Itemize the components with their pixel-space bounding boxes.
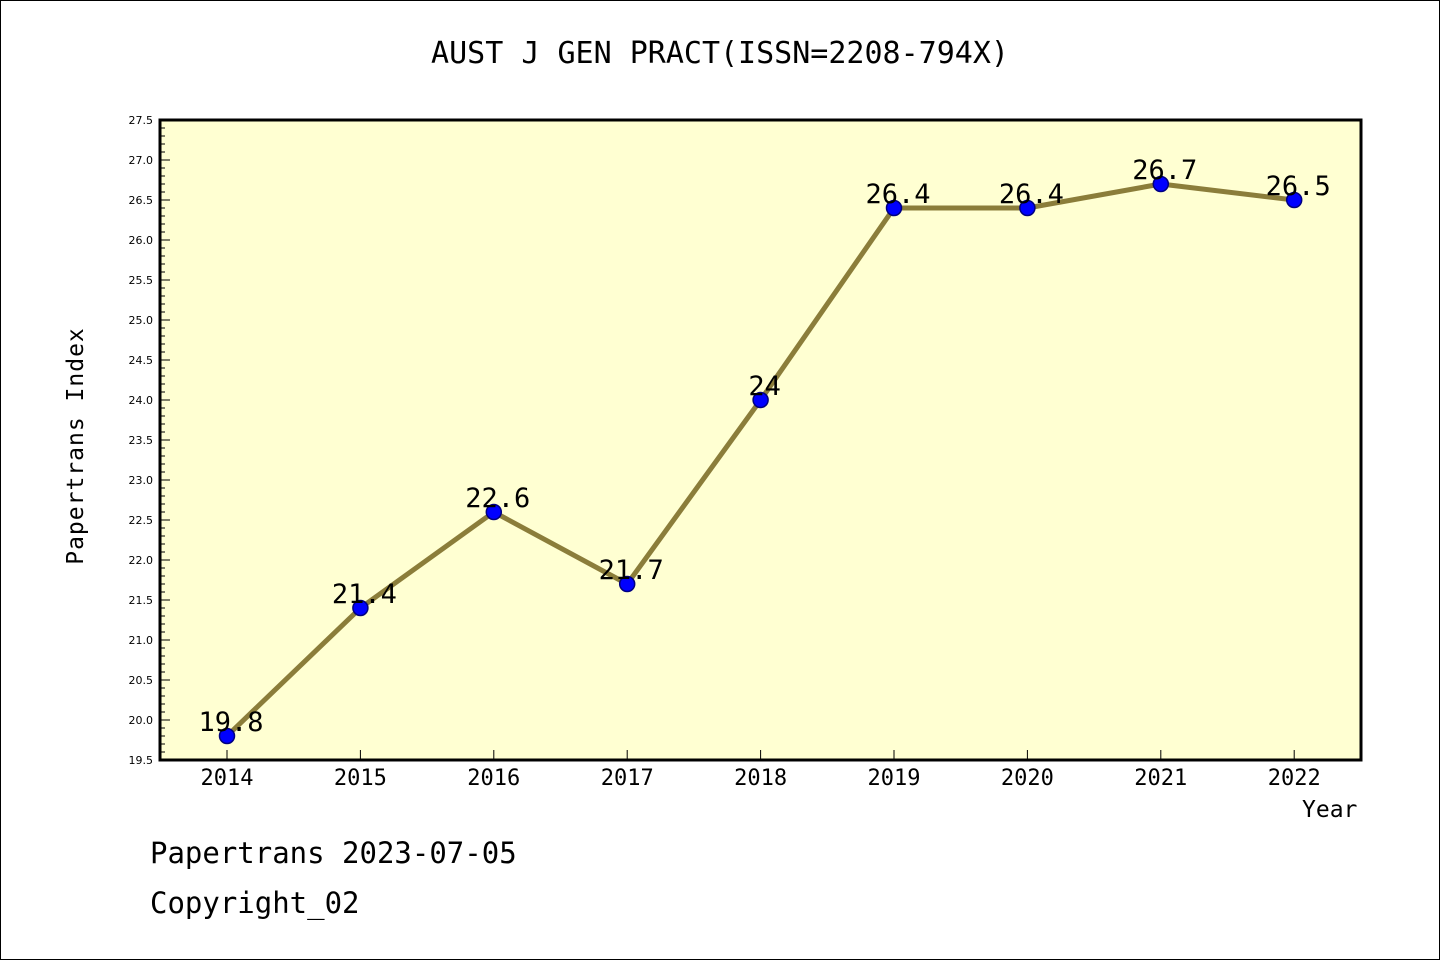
plot-border <box>158 118 1363 762</box>
data-label: 26.7 <box>1132 155 1197 186</box>
data-point <box>1019 199 1036 217</box>
y-tick-label: 26.0 <box>129 234 154 247</box>
data-point <box>618 575 636 593</box>
y-tick-label: 20.5 <box>129 674 154 687</box>
data-label: 21.4 <box>332 579 397 610</box>
y-tick-label: 24.5 <box>129 354 154 367</box>
x-tick-label: 2018 <box>734 766 787 791</box>
x-tick-label: 2021 <box>1134 766 1187 791</box>
chart-title: AUST J GEN PRACT(ISSN=2208-794X) <box>431 36 1009 71</box>
data-point <box>485 503 503 521</box>
y-tick-label: 23.0 <box>129 474 154 487</box>
y-tick-label: 24.0 <box>129 394 154 407</box>
data-point <box>1285 191 1303 209</box>
x-axis-ticks: 2014 2015 2016 2017 2018 2019 2020 2021 2022 <box>201 750 1321 791</box>
y-tick-label: 25.5 <box>129 274 154 287</box>
data-point <box>885 199 903 217</box>
x-tick-label: 2014 <box>201 766 254 791</box>
data-point <box>218 727 236 745</box>
data-label: 21.7 <box>599 555 664 586</box>
y-tick-label: 27.0 <box>129 154 154 167</box>
x-axis-label: Year <box>1302 797 1358 823</box>
y-axis-ticks: 19.5 20.0 20.5 21.0 21.5 22.0 22.5 23.0 23.5 24.0… <box>129 114 170 767</box>
y-tick-label: 19.5 <box>129 754 154 767</box>
y-tick-label: 20.0 <box>129 714 154 727</box>
x-tick-label: 2020 <box>1001 766 1054 791</box>
footer-copyright: Copyright_02 <box>150 886 360 920</box>
data-point <box>1152 175 1170 193</box>
x-tick-label: 2017 <box>601 766 654 791</box>
plot-area <box>160 120 1361 760</box>
data-points <box>218 175 1303 745</box>
y-tick-label: 25.0 <box>129 314 154 327</box>
data-labels: 19.8 21.4 22.6 21.7 24 26.4 26.4 26.7 26.5 <box>198 155 1330 738</box>
data-point <box>752 391 769 409</box>
y-tick-label: 27.5 <box>129 114 154 127</box>
y-tick-label: 26.5 <box>129 194 154 207</box>
y-tick-label: 21.5 <box>129 594 154 607</box>
x-tick-label: 2015 <box>334 766 387 791</box>
x-tick-label: 2022 <box>1268 766 1321 791</box>
data-point <box>352 599 369 617</box>
y-tick-label: 22.5 <box>129 514 154 527</box>
data-label: 19.8 <box>198 707 263 738</box>
data-label: 26.5 <box>1266 171 1331 202</box>
y-tick-label: 22.0 <box>129 554 154 567</box>
x-tick-label: 2019 <box>868 766 921 791</box>
data-label: 24 <box>748 371 781 402</box>
x-tick-label: 2016 <box>467 766 520 791</box>
data-label: 22.6 <box>465 483 530 514</box>
y-tick-label: 23.5 <box>129 434 154 447</box>
data-label: 26.4 <box>865 179 930 210</box>
footer-source: Papertrans 2023-07-05 <box>150 836 517 870</box>
y-tick-label: 21.0 <box>129 634 154 647</box>
data-label: 26.4 <box>999 179 1064 210</box>
